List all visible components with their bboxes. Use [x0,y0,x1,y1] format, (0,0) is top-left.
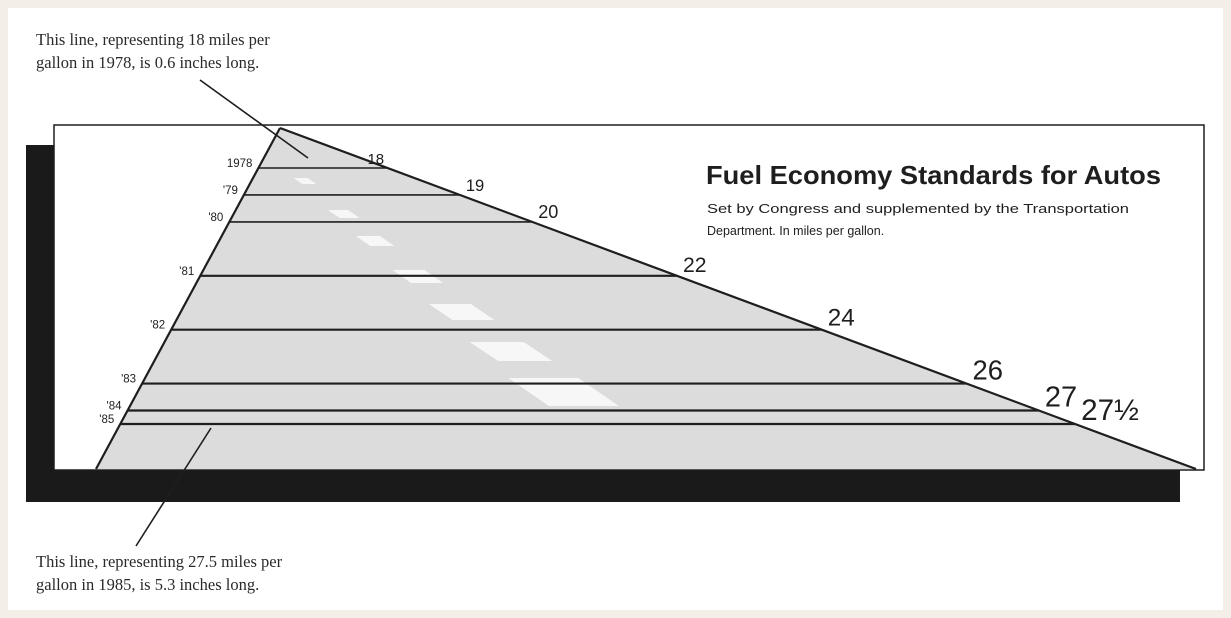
value-label: 27½ [1081,394,1139,427]
figure-page: 1978 '79 '80 '81 '82 '83 '84'85 18 19 20 22 24 26 27… [8,8,1223,610]
pointer-bottom [135,427,212,547]
annotation-bottom: This line, representing 27.5 miles per g… [36,552,283,594]
value-label: 22 [683,254,707,277]
year-label: '82 [150,320,165,332]
year-label: '79 [223,185,238,197]
value-label: 18 [367,151,384,168]
lane-dash [328,210,360,218]
shadow-left [26,145,54,502]
value-label: 24 [828,305,855,332]
lane-dash [428,304,495,320]
value-label: 20 [538,202,558,222]
value-label: 26 [973,355,1003,386]
lane-dash [469,342,553,361]
value-label: 27 [1045,382,1077,414]
year-label: '83 [121,374,136,386]
year-label: 1978 [227,158,253,170]
bars [120,167,1076,426]
year-labels: 1978 '79 '80 '81 '82 '83 '84'85 [99,158,252,426]
chart-title: Fuel Economy Standards for Autos [706,160,1161,190]
year-label: '85 [99,414,114,426]
lane-dash [355,236,395,246]
shadow-bottom [26,470,1180,502]
chart: 1978 '79 '80 '81 '82 '83 '84'85 18 19 20 22 24 26 27… [26,79,1205,547]
year-label: '84 [107,401,123,413]
pointer-top [199,79,309,159]
road-left-edge [95,127,281,470]
subtitle-line-2: Department. In miles per gallon. [707,224,884,238]
value-labels: 18 19 20 22 24 26 27 27½ [367,151,1138,427]
annotation-top: This line, representing 18 miles per gal… [36,30,270,72]
chart-subtitle: Set by Congress and supplemented by the … [707,202,1132,238]
lane-dash [293,178,317,184]
road-right-edge [279,126,1197,471]
subtitle-line-1: Set by Congress and supplemented by the … [707,202,1129,216]
value-label: 19 [466,176,484,195]
lane-dash [508,378,619,406]
year-label: '81 [179,266,194,278]
year-label: '80 [208,212,223,224]
